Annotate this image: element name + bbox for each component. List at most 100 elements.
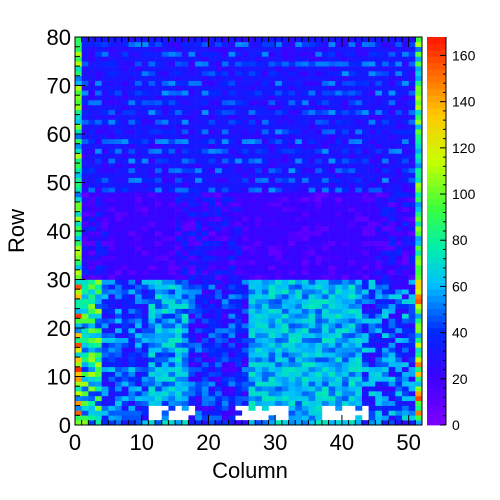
heatmap-cell — [341, 182, 349, 188]
heatmap-cell — [301, 400, 309, 406]
heatmap-cell — [288, 405, 296, 411]
heatmap-cell — [128, 231, 136, 237]
heatmap-cell — [215, 177, 223, 183]
heatmap-cell — [155, 342, 163, 348]
heatmap-cell — [381, 153, 389, 159]
heatmap-cell — [181, 405, 189, 411]
heatmap-cell — [221, 172, 229, 178]
heatmap-cell — [381, 410, 389, 416]
heatmap-cell — [355, 342, 363, 348]
heatmap-cell — [155, 46, 163, 52]
heatmap-cell — [208, 143, 216, 149]
heatmap-cell — [408, 75, 416, 81]
heatmap-cell — [208, 250, 216, 256]
heatmap-cell — [208, 51, 216, 57]
heatmap-cell — [328, 56, 336, 62]
heatmap-cell — [328, 187, 336, 193]
heatmap-cell — [101, 357, 109, 363]
heatmap-cell — [155, 420, 163, 426]
colorbar-segment — [427, 121, 446, 128]
heatmap-cell — [168, 420, 176, 426]
heatmap-cell — [188, 366, 196, 372]
heatmap-cell — [315, 279, 323, 285]
heatmap-cell — [88, 221, 96, 227]
heatmap-cell — [188, 56, 196, 62]
heatmap-cell — [255, 163, 263, 169]
heatmap-cell — [188, 226, 196, 232]
heatmap-cell — [81, 347, 89, 353]
heatmap-cell — [215, 337, 223, 343]
heatmap-cell — [215, 134, 223, 140]
heatmap-cell — [361, 386, 369, 392]
heatmap-cell — [95, 352, 102, 358]
heatmap-cell — [195, 177, 203, 183]
heatmap-cell — [248, 386, 256, 392]
heatmap-cell — [168, 201, 176, 208]
heatmap-cell — [255, 80, 263, 86]
heatmap-cell — [141, 153, 149, 159]
heatmap-cell — [168, 352, 176, 358]
heatmap-cell — [148, 172, 156, 178]
heatmap-cell — [355, 391, 363, 397]
heatmap-cell — [375, 100, 383, 106]
heatmap-cell — [261, 51, 269, 57]
heatmap-cell — [155, 172, 163, 178]
heatmap-cell — [295, 80, 303, 86]
heatmap-cell — [255, 303, 263, 309]
heatmap-cell — [181, 211, 189, 217]
heatmap-cell — [141, 410, 149, 416]
heatmap-cell — [215, 371, 223, 377]
heatmap-cell — [395, 240, 403, 246]
heatmap-cell — [275, 124, 283, 130]
heatmap-cell — [335, 376, 343, 382]
heatmap-cell — [155, 376, 163, 382]
heatmap-cell — [301, 284, 309, 290]
heatmap-cell — [235, 269, 243, 275]
heatmap-cell — [255, 260, 263, 266]
heatmap-cell — [121, 400, 129, 406]
heatmap-cell — [88, 114, 96, 120]
heatmap-cell — [395, 61, 403, 67]
heatmap-cell — [281, 226, 289, 232]
heatmap-cell — [141, 80, 149, 86]
heatmap-cell — [115, 206, 123, 212]
heatmap-cell — [401, 70, 409, 77]
heatmap-cell — [181, 240, 189, 246]
heatmap-cell — [201, 85, 209, 91]
heatmap-cell — [115, 313, 123, 319]
heatmap-cell — [208, 187, 216, 193]
heatmap-cell — [368, 323, 376, 329]
heatmap-cell — [328, 264, 336, 271]
heatmap-cell — [115, 395, 123, 402]
heatmap-cell — [361, 95, 369, 101]
heatmap-cell — [181, 342, 189, 348]
heatmap-cell — [221, 192, 229, 198]
heatmap-cell — [195, 197, 203, 203]
heatmap-cell — [295, 172, 303, 178]
heatmap-cell — [135, 90, 143, 96]
heatmap-cell — [208, 70, 216, 77]
heatmap-cell — [221, 85, 229, 91]
heatmap-cell — [101, 143, 109, 149]
heatmap-cell — [315, 158, 323, 164]
heatmap-cell — [335, 226, 343, 232]
heatmap-cell — [395, 328, 403, 334]
heatmap-cell — [181, 206, 189, 212]
heatmap-cell — [195, 391, 203, 397]
heatmap-cell — [241, 357, 249, 363]
heatmap-cell — [95, 226, 102, 232]
heatmap-cell — [141, 187, 149, 193]
heatmap-cell — [88, 269, 96, 275]
heatmap-cell — [168, 66, 176, 72]
heatmap-cell — [248, 337, 256, 343]
heatmap-cell — [368, 143, 376, 149]
heatmap-cell — [188, 197, 196, 203]
heatmap-cell — [415, 274, 423, 280]
heatmap-cell — [128, 274, 136, 280]
heatmap-cell — [408, 37, 416, 43]
heatmap-cell — [148, 51, 156, 57]
heatmap-cell — [415, 80, 423, 86]
heatmap-cell — [235, 66, 243, 72]
heatmap-cell — [315, 66, 323, 72]
heatmap-cell — [341, 114, 349, 120]
